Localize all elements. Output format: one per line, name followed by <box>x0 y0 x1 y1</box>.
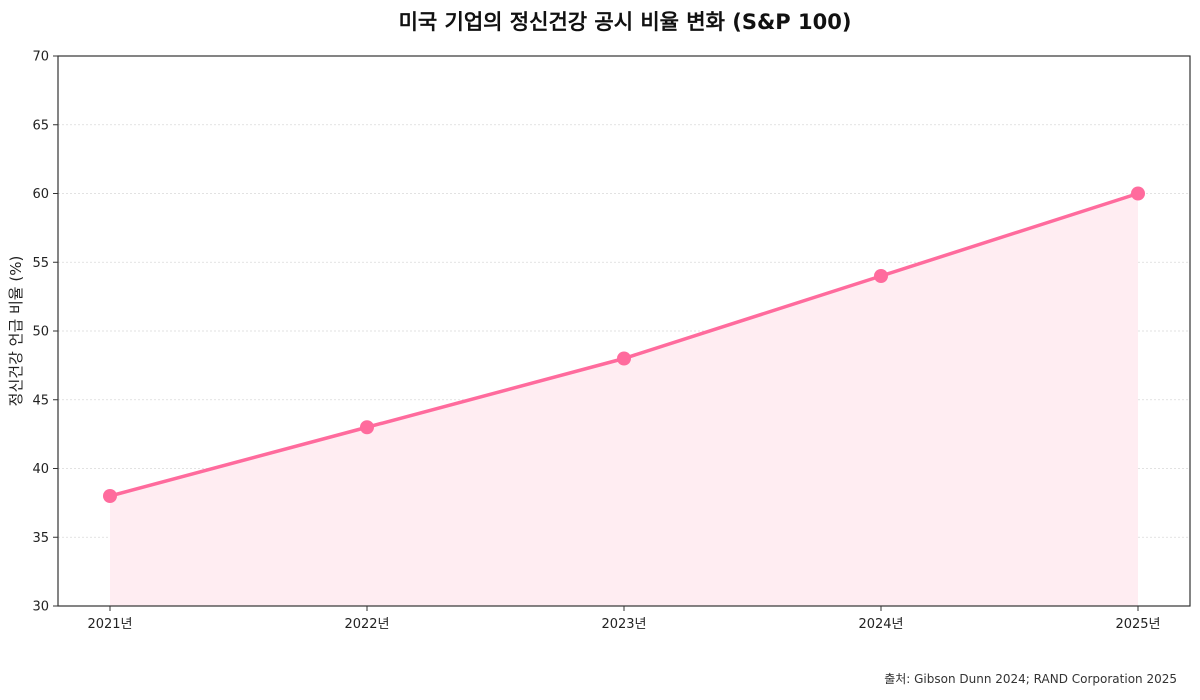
y-tick-label-35: 35 <box>32 531 49 546</box>
y-tick-label-45: 45 <box>32 393 49 408</box>
chart-title: 미국 기업의 정신건강 공시 비율 변화 (S&P 100) <box>399 10 852 34</box>
y-tick-label-55: 55 <box>32 256 49 271</box>
data-point-2024년 <box>874 269 888 283</box>
y-tick-label-50: 50 <box>32 325 49 340</box>
data-point-2021년 <box>103 489 117 503</box>
y-tick-label-30: 30 <box>32 600 49 615</box>
data-point-2023년 <box>617 351 631 366</box>
x-tick-label-2: 2023년 <box>601 617 646 632</box>
data-points <box>103 186 1145 503</box>
x-tick-label-3: 2024년 <box>858 617 903 632</box>
area-fill-layer <box>110 193 1138 606</box>
y-axis-ticks: 30 35 40 45 50 55 60 65 70 <box>32 50 58 615</box>
y-tick-label-70: 70 <box>32 50 49 65</box>
data-point-2022년 <box>360 420 374 435</box>
y-axis-label: 정신건강 언급 비율 (%) <box>7 256 25 407</box>
source-note: 출처: Gibson Dunn 2024; RAND Corporation 2… <box>884 672 1177 686</box>
x-tick-label-1: 2022년 <box>344 617 389 632</box>
data-point-2025년 <box>1131 186 1145 201</box>
x-tick-label-0: 2021년 <box>87 617 132 632</box>
y-tick-label-60: 60 <box>32 187 49 202</box>
y-tick-label-65: 65 <box>32 118 49 133</box>
series-area <box>110 193 1138 606</box>
y-tick-label-40: 40 <box>32 462 49 477</box>
x-tick-label-4: 2025년 <box>1115 617 1160 632</box>
x-axis-ticks: 2021년 2022년 2023년 2024년 2025년 <box>87 606 1161 632</box>
